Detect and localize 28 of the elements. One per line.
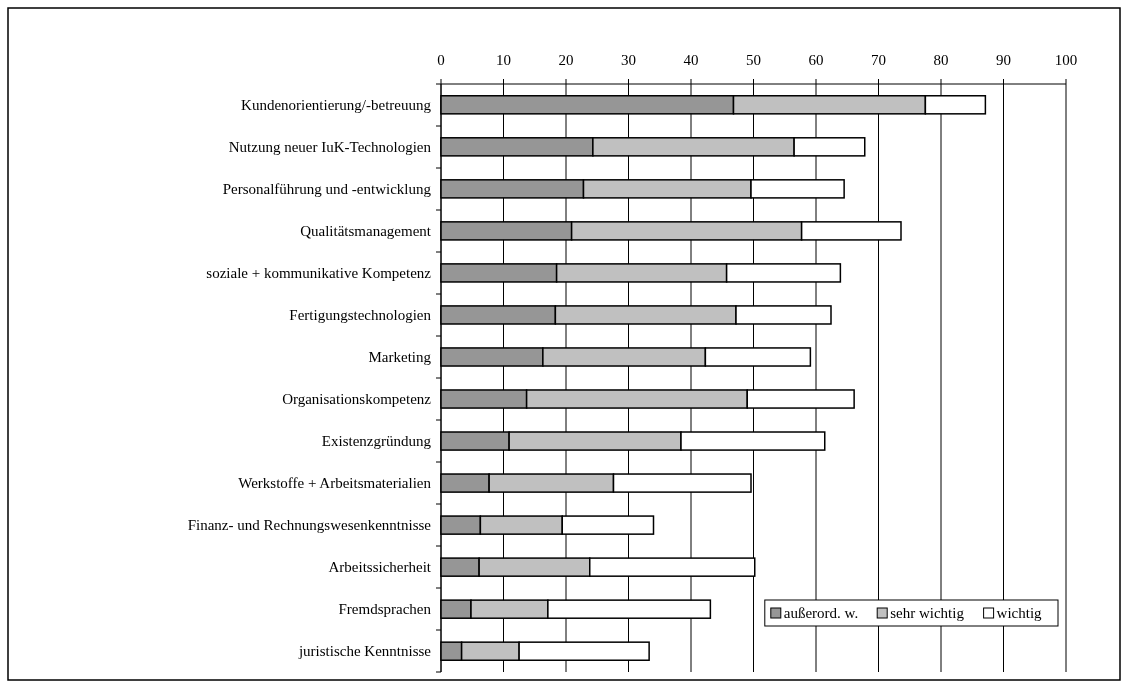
x-tick-label: 80 bbox=[933, 52, 949, 68]
y-tick-label: Werkstoffe + Arbeitsmaterialien bbox=[238, 475, 432, 492]
y-tick-label: Marketing bbox=[368, 349, 432, 366]
legend-label: außerord. w. bbox=[783, 605, 859, 622]
x-tick-label: 10 bbox=[496, 52, 511, 68]
y-tick-label: soziale + kommunikative Kompetenz bbox=[206, 265, 432, 282]
legend-label: sehr wichtig bbox=[890, 605, 965, 622]
x-tick-label: 30 bbox=[621, 52, 636, 68]
y-tick-label: juristische Kenntnisse bbox=[297, 643, 432, 660]
y-tick-label: Personalführung und -entwicklung bbox=[222, 181, 432, 198]
y-tick-label: Organisationskompetenz bbox=[282, 391, 432, 408]
x-tick-label: 100 bbox=[1054, 52, 1078, 68]
x-tick-label: 50 bbox=[746, 52, 761, 68]
y-tick-label: Fremdsprachen bbox=[338, 601, 432, 618]
x-tick-label: 70 bbox=[871, 52, 886, 68]
legend-label: wichtig bbox=[996, 605, 1043, 622]
y-tick-label: Finanz- und Rechnungswesenkenntnisse bbox=[187, 517, 432, 534]
y-tick-label: Nutzung neuer IuK-Technologien bbox=[228, 139, 432, 156]
x-tick-label: 0 bbox=[437, 52, 445, 68]
y-tick-label: Arbeitssicherheit bbox=[328, 559, 432, 576]
x-tick-label: 90 bbox=[996, 52, 1011, 68]
x-tick-label: 40 bbox=[683, 52, 699, 68]
x-tick-label: 60 bbox=[808, 52, 824, 68]
y-tick-label: Existenzgründung bbox=[321, 433, 432, 450]
y-tick-label: Kundenorientierung/-betreuung bbox=[241, 97, 432, 114]
y-tick-label: Qualitätsmanagement bbox=[300, 223, 432, 240]
x-tick-label: 20 bbox=[558, 52, 574, 68]
y-tick-label: Fertigungstechnologien bbox=[289, 307, 432, 324]
